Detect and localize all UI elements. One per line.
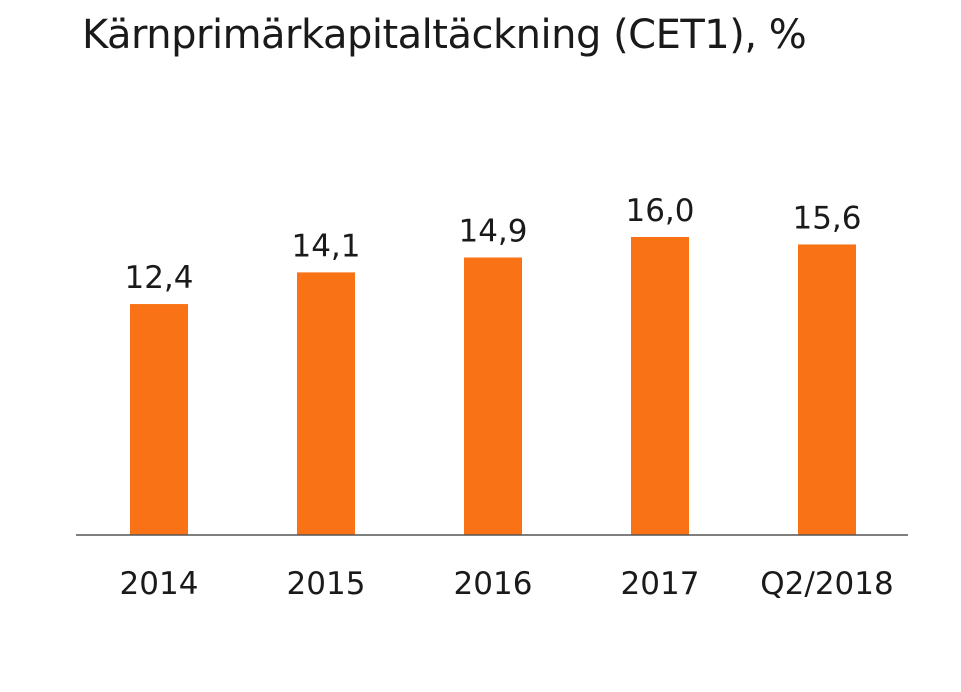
x-tick-label: 2014 [120,566,199,602]
chart-title: Kärnprimärkapitaltäckning (CET1), % [82,12,807,58]
x-tick-label: 2016 [454,566,533,602]
bar-2015 [297,272,355,535]
value-label: 14,1 [291,228,360,264]
bar-2016 [464,257,522,535]
bar-q2-2018 [798,244,856,535]
x-tick-label: 2017 [621,566,700,602]
x-tick-labels: 2014 2015 2016 2017 Q2/2018 [120,566,894,602]
bar-2014 [130,304,188,535]
value-label: 15,6 [792,200,861,236]
x-tick-label: Q2/2018 [760,566,893,602]
value-label: 12,4 [124,260,193,296]
x-tick-label: 2015 [287,566,366,602]
value-label: 14,9 [458,213,527,249]
bars-layer [130,237,856,535]
bar-2017 [631,237,689,535]
value-label: 16,0 [625,193,694,229]
value-labels-layer: 12,4 14,1 14,9 16,0 15,6 [124,193,861,296]
